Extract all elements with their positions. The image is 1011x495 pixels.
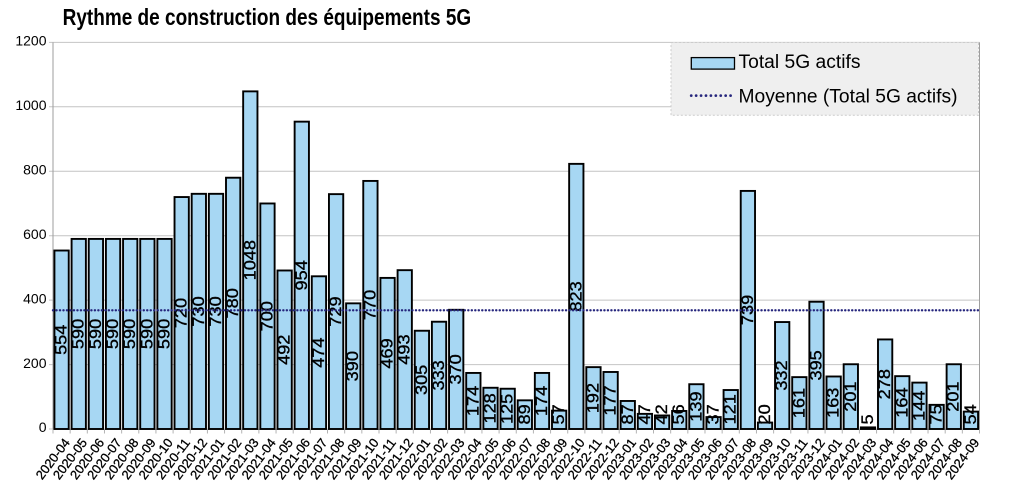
svg-text:20: 20	[756, 404, 774, 424]
svg-text:54: 54	[962, 404, 980, 424]
svg-text:730: 730	[190, 296, 208, 326]
svg-text:590: 590	[70, 319, 88, 349]
svg-text:469: 469	[379, 338, 397, 368]
svg-text:370: 370	[447, 354, 465, 384]
svg-text:144: 144	[910, 391, 928, 421]
svg-text:554: 554	[53, 325, 71, 355]
svg-text:332: 332	[773, 360, 791, 390]
svg-text:200: 200	[23, 355, 47, 371]
svg-text:201: 201	[842, 381, 860, 411]
svg-text:278: 278	[876, 369, 894, 399]
svg-text:163: 163	[825, 388, 843, 418]
svg-text:75: 75	[928, 404, 946, 424]
svg-text:177: 177	[602, 385, 620, 415]
svg-text:1200: 1200	[15, 33, 46, 49]
svg-text:47: 47	[636, 404, 654, 424]
svg-text:730: 730	[207, 296, 225, 326]
svg-text:954: 954	[293, 260, 311, 290]
svg-text:5: 5	[859, 414, 877, 424]
svg-text:770: 770	[361, 290, 379, 320]
svg-text:164: 164	[893, 387, 911, 417]
svg-text:590: 590	[156, 319, 174, 349]
svg-text:700: 700	[258, 301, 276, 331]
svg-text:493: 493	[396, 334, 414, 364]
svg-text:42: 42	[653, 404, 671, 424]
svg-text:128: 128	[482, 393, 500, 423]
svg-text:600: 600	[23, 226, 47, 242]
svg-text:192: 192	[584, 383, 602, 413]
svg-text:390: 390	[344, 351, 362, 381]
svg-text:201: 201	[945, 381, 963, 411]
svg-text:400: 400	[23, 290, 47, 306]
svg-text:161: 161	[790, 388, 808, 418]
svg-text:474: 474	[310, 338, 328, 368]
svg-text:590: 590	[104, 319, 122, 349]
svg-text:56: 56	[670, 404, 688, 424]
svg-text:174: 174	[533, 386, 551, 416]
svg-text:305: 305	[413, 365, 431, 395]
svg-text:720: 720	[173, 298, 191, 328]
svg-text:395: 395	[808, 350, 826, 380]
svg-text:780: 780	[224, 288, 242, 318]
svg-text:492: 492	[276, 335, 294, 365]
svg-text:590: 590	[87, 319, 105, 349]
svg-text:87: 87	[619, 404, 637, 424]
svg-text:Total 5G actifs: Total 5G actifs	[739, 52, 861, 73]
svg-text:139: 139	[687, 391, 705, 421]
svg-text:0: 0	[39, 419, 47, 435]
svg-text:174: 174	[464, 386, 482, 416]
svg-text:Moyenne (Total 5G actifs): Moyenne (Total 5G actifs)	[739, 86, 958, 107]
svg-text:333: 333	[430, 360, 448, 390]
svg-text:590: 590	[138, 319, 156, 349]
svg-text:590: 590	[121, 319, 139, 349]
svg-text:57: 57	[550, 404, 568, 424]
svg-text:729: 729	[327, 296, 345, 326]
svg-text:1000: 1000	[15, 97, 46, 113]
svg-text:823: 823	[567, 281, 585, 311]
svg-text:121: 121	[722, 394, 740, 424]
svg-text:37: 37	[705, 404, 723, 424]
svg-text:Rythme de construction des équ: Rythme de construction des équipements 5…	[63, 4, 472, 30]
svg-text:800: 800	[23, 162, 47, 178]
svg-text:89: 89	[516, 404, 534, 424]
svg-text:125: 125	[499, 394, 517, 424]
svg-text:1048: 1048	[241, 240, 259, 280]
